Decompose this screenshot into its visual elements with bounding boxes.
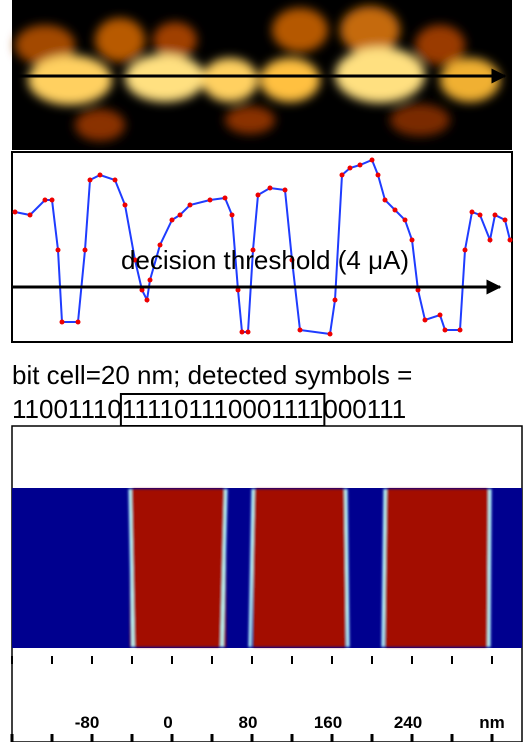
trace-marker xyxy=(502,217,508,223)
trace-marker xyxy=(392,207,398,213)
trace-panel: decision threshold (4 μA) xyxy=(11,151,513,343)
axis-label: nm xyxy=(479,713,505,732)
trace-marker xyxy=(239,329,245,335)
threshold-label: decision threshold (4 μA) xyxy=(121,245,409,275)
trace-marker xyxy=(144,297,150,303)
magnetization-map: -80 0 80 160 240 nm xyxy=(10,425,523,742)
bits-boxed: 111101110001111 xyxy=(122,394,323,424)
trace-marker xyxy=(282,187,288,193)
trace-marker xyxy=(469,209,475,215)
trace-marker xyxy=(487,237,493,243)
axis-label: 160 xyxy=(314,713,342,732)
caption-line: bit cell=20 nm; detected symbols = xyxy=(12,360,412,390)
trace-marker xyxy=(415,287,421,293)
trace-marker xyxy=(492,212,498,218)
trace-marker xyxy=(507,237,513,243)
trace-marker xyxy=(75,319,81,325)
trace-marker xyxy=(12,209,18,215)
trace-marker xyxy=(245,329,251,335)
trace-marker xyxy=(332,297,338,303)
trace-marker xyxy=(457,327,463,333)
trace-marker xyxy=(222,195,228,201)
trace-marker xyxy=(97,172,103,178)
trace-marker xyxy=(169,217,175,223)
afm-image xyxy=(12,0,512,150)
trace-marker xyxy=(357,162,363,168)
trace-marker xyxy=(409,237,415,243)
axis-ticks: -80 0 80 160 240 nm xyxy=(10,656,505,742)
trace-marker xyxy=(382,197,388,203)
trace-marker xyxy=(112,177,118,183)
trace-marker xyxy=(347,165,353,171)
trace-marker xyxy=(327,331,333,337)
bit-sequence: 11001110111101110001111000111 xyxy=(12,394,406,424)
trace-marker xyxy=(87,177,93,183)
trace-marker xyxy=(132,257,138,263)
trace-marker xyxy=(477,212,483,218)
trace-marker xyxy=(375,172,381,178)
trace-marker xyxy=(122,202,128,208)
trace-marker xyxy=(59,319,65,325)
trace-marker xyxy=(157,242,163,248)
trace-marker xyxy=(42,197,48,203)
trace-marker xyxy=(255,192,261,198)
axis-label: 240 xyxy=(394,713,422,732)
bits-suffix: 000111 xyxy=(323,394,406,424)
trace-marker xyxy=(235,287,241,293)
trace-marker xyxy=(402,217,408,223)
axis-label: 0 xyxy=(163,713,172,732)
trace-marker xyxy=(187,202,193,208)
trace-marker xyxy=(442,327,448,333)
trace-marker xyxy=(82,247,88,253)
axis-label: 80 xyxy=(239,713,258,732)
axis-label: -80 xyxy=(75,713,100,732)
trace-marker xyxy=(147,277,153,283)
trace-marker xyxy=(207,197,213,203)
trace-marker xyxy=(49,197,55,203)
trace-marker xyxy=(339,172,345,178)
trace-marker xyxy=(289,257,295,263)
trace-marker xyxy=(177,212,183,218)
trace-marker xyxy=(297,327,303,333)
trace-marker xyxy=(250,247,256,253)
trace-marker xyxy=(229,212,235,218)
trace-marker xyxy=(139,287,145,293)
trace-markers xyxy=(12,157,513,337)
trace-marker xyxy=(267,185,273,191)
trace-marker xyxy=(437,312,443,318)
trace-marker xyxy=(27,212,33,218)
bits-prefix: 11001110 xyxy=(12,394,122,424)
trace-marker xyxy=(55,247,61,253)
trace-marker xyxy=(422,317,428,323)
trace-marker xyxy=(462,247,468,253)
trace-marker xyxy=(369,157,375,163)
